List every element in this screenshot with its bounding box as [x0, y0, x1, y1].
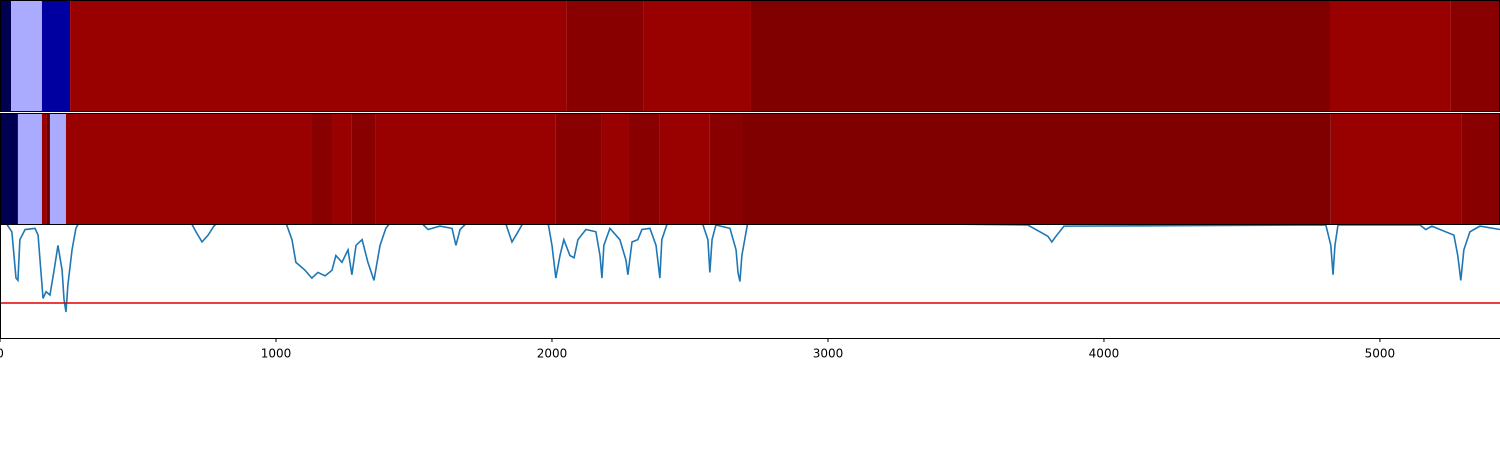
strip-segment: [1450, 0, 1500, 112]
strip-segment: [566, 0, 644, 112]
strip-segment: [375, 113, 556, 225]
signal-line: [6, 225, 1500, 313]
strip-segment: [0, 0, 12, 112]
x-tick-label: 3000: [813, 347, 844, 361]
strip-segment: [17, 113, 42, 225]
x-tick-label: 0: [0, 347, 4, 361]
strip-segment: [332, 113, 352, 225]
strip-segment: [46, 113, 50, 225]
x-tick-label: 4000: [1089, 347, 1120, 361]
strip-segment: [311, 113, 333, 225]
strip-segment: [65, 113, 312, 225]
strip-segment: [1330, 113, 1462, 225]
strip-segment: [741, 113, 1331, 225]
strip-segment: [601, 113, 629, 225]
strip-segment: [0, 113, 18, 225]
strip-segment: [555, 113, 602, 225]
strip-segment: [628, 113, 660, 225]
strip-segment: [750, 0, 1330, 112]
x-tick-label: 1000: [261, 347, 292, 361]
plot-area: [0, 225, 1500, 313]
strip-segment: [351, 113, 376, 225]
strip-segment: [1461, 113, 1500, 225]
strip-segment: [11, 0, 42, 112]
strip-segment: [41, 113, 47, 225]
strip-segment: [70, 0, 567, 112]
x-tick-label: 5000: [1365, 347, 1396, 361]
strip-segment: [709, 113, 742, 225]
strip-segment: [41, 0, 71, 112]
x-tick-label: 2000: [537, 347, 568, 361]
strip-segment: [1329, 0, 1451, 112]
strip-segment: [49, 113, 66, 225]
strip-segment: [643, 0, 751, 112]
strip-segment: [659, 113, 710, 225]
